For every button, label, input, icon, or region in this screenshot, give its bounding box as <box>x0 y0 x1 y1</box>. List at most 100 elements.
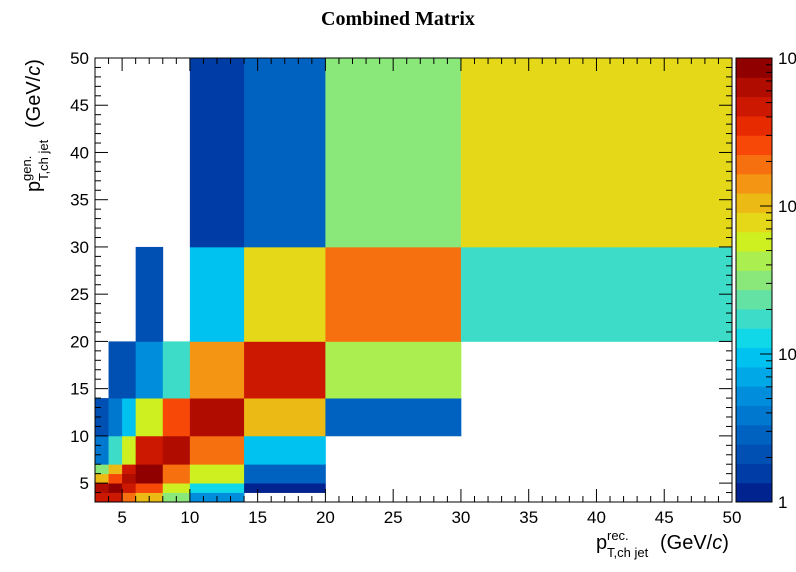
color-scale-segment <box>736 77 772 98</box>
heatmap-cell <box>162 483 191 493</box>
heatmap-cell <box>135 246 164 342</box>
color-scale-segment <box>736 58 772 78</box>
heatmap-cell <box>135 454 164 465</box>
heatmap-cell <box>162 473 191 484</box>
color-scale-tick-label: 10 <box>778 197 796 216</box>
y-tick-label: 15 <box>70 380 89 399</box>
y-tick-label: 35 <box>70 191 89 210</box>
color-scale-segment <box>736 289 772 310</box>
x-axis-label-unit: (GeV/c) <box>660 532 729 554</box>
heatmap-cell <box>135 483 164 493</box>
y-tick-label: 10 <box>70 427 89 446</box>
color-scale-segment <box>736 308 772 329</box>
heatmap-cell <box>189 398 245 437</box>
color-scale-bar <box>736 58 772 503</box>
x-tick-label: 15 <box>248 508 267 527</box>
heatmap-cell <box>189 435 245 456</box>
heatmap-cell <box>122 492 137 503</box>
heatmap-cell <box>189 473 245 484</box>
color-scale-segment <box>736 115 772 136</box>
chart-title: Combined Matrix <box>321 8 475 30</box>
x-tick-label: 40 <box>587 508 606 527</box>
heatmap-cell <box>325 341 462 399</box>
color-scale-segment <box>736 270 772 291</box>
heatmap-cell <box>189 58 245 248</box>
heatmap-cell <box>135 435 164 456</box>
heatmap-cell <box>95 464 109 475</box>
color-scale-segment <box>736 96 772 117</box>
color-scale-ticks: 1 10 10 10 <box>760 49 796 512</box>
x-tick-label: 25 <box>384 508 403 527</box>
heatmap-cell <box>108 398 123 437</box>
heatmap-cell <box>95 492 109 503</box>
color-scale-segment <box>736 463 772 484</box>
color-scale-segment <box>736 347 772 368</box>
heatmap-cell <box>460 246 733 342</box>
heatmap-cell <box>244 464 326 475</box>
heatmap-cell <box>244 473 326 484</box>
x-axis-label-sup: rec. <box>607 528 629 543</box>
heatmap-cell <box>108 454 123 465</box>
color-scale-segment <box>736 424 772 445</box>
color-scale-segment <box>736 482 772 503</box>
y-tick-label: 50 <box>70 49 89 68</box>
x-tick-label: 10 <box>180 508 199 527</box>
y-axis: 5 10 15 20 25 30 35 40 45 50 <box>70 49 732 503</box>
heatmap-cell <box>244 246 326 342</box>
heatmap-cell <box>162 464 191 475</box>
heatmap-cell <box>244 435 326 456</box>
color-scale-tick-label: 1 <box>778 493 787 512</box>
y-axis-label: p gen. T,ch jet (GeV/c) <box>19 59 51 192</box>
heatmap-cell <box>122 473 137 484</box>
heatmap-cell <box>244 341 326 399</box>
color-scale-frame <box>735 57 773 503</box>
heatmap-cell <box>244 454 326 465</box>
heatmap-cell <box>95 483 109 493</box>
heatmap-cell <box>162 341 191 399</box>
heatmap-cell <box>108 483 123 493</box>
heatmap-cell <box>189 483 245 493</box>
heatmap-cell <box>162 435 191 456</box>
y-axis-label-sub: T,ch jet <box>36 139 51 181</box>
heatmap-cell <box>122 398 137 437</box>
heatmap-cells <box>95 58 733 503</box>
x-axis: 5 10 15 20 25 30 35 40 45 50 <box>94 58 742 527</box>
color-scale-segment <box>736 154 772 175</box>
y-axis-label-main: p <box>23 181 45 192</box>
color-scale-segment <box>736 405 772 426</box>
heatmap-cell <box>189 454 245 465</box>
heatmap-cell <box>460 58 733 248</box>
heatmap-cell <box>189 464 245 475</box>
x-axis-label: p rec. T,ch jet (GeV/c) <box>596 528 729 560</box>
heatmap-cell <box>108 464 123 475</box>
color-scale-segment <box>736 135 772 156</box>
heatmap-cell <box>162 398 191 437</box>
heatmap-cell <box>95 473 109 484</box>
heatmap-cell <box>108 473 123 484</box>
x-tick-label: 35 <box>519 508 538 527</box>
heatmap-cell <box>189 341 245 399</box>
heatmap-cell <box>325 398 462 437</box>
x-tick-label: 5 <box>117 508 126 527</box>
heatmap-cell <box>189 246 245 342</box>
heatmap-cell <box>162 454 191 465</box>
heatmap-cell <box>244 58 326 248</box>
y-tick-label: 25 <box>70 285 89 304</box>
y-tick-label: 45 <box>70 96 89 115</box>
x-tick-label: 45 <box>655 508 674 527</box>
color-scale-segment <box>736 366 772 387</box>
heatmap-cell <box>108 492 123 503</box>
y-tick-label: 5 <box>80 474 89 493</box>
color-scale-tick-label: 10 <box>778 345 796 364</box>
color-scale-tick-label: 10 <box>778 49 796 68</box>
heatmap-cell <box>108 341 137 399</box>
x-tick-label: 30 <box>451 508 470 527</box>
heatmap-cell <box>244 398 326 437</box>
x-axis-label-sub: T,ch jet <box>607 545 649 560</box>
heatmap-cell <box>122 464 137 475</box>
x-tick-label: 50 <box>723 508 742 527</box>
y-tick-label: 30 <box>70 238 89 257</box>
heatmap-cell <box>95 454 109 465</box>
color-scale-segment <box>736 386 772 406</box>
y-axis-label-sup: gen. <box>19 156 34 181</box>
